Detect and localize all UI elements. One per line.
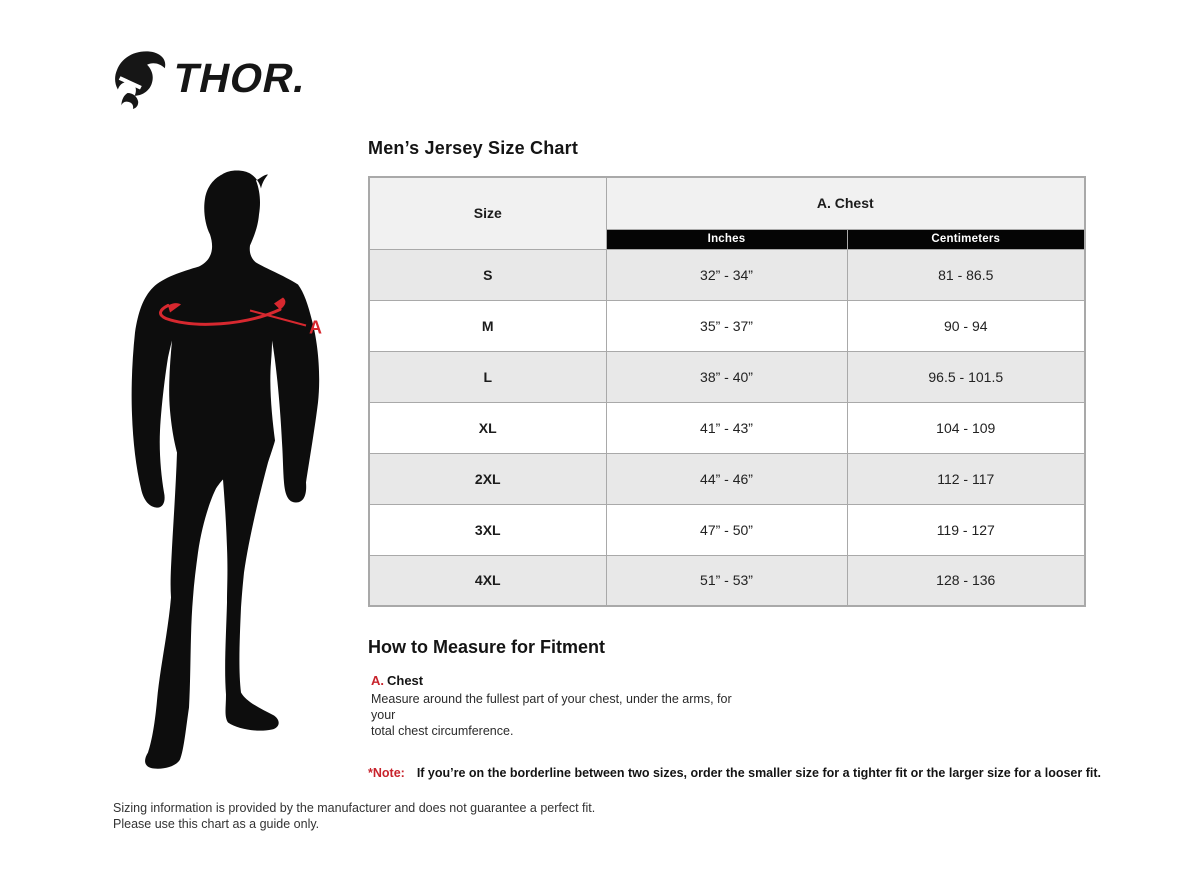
size-cell: M bbox=[368, 299, 607, 352]
cm-cell: 90 - 94 bbox=[846, 299, 1086, 352]
inches-cell: 35” - 37” bbox=[605, 299, 848, 352]
column-header-size: Size bbox=[368, 176, 607, 250]
inches-cell: 38” - 40” bbox=[605, 350, 848, 403]
measure-label-a: A bbox=[309, 318, 322, 338]
cm-cell: 81 - 86.5 bbox=[846, 248, 1086, 301]
table-row: XL 41” - 43” 104 - 109 bbox=[368, 401, 1086, 454]
measure-item-title: A. Chest bbox=[371, 673, 743, 688]
sizing-note: *Note: If you’re on the borderline betwee… bbox=[368, 766, 1101, 780]
table-row: M 35” - 37” 90 - 94 bbox=[368, 299, 1086, 352]
table-row: L 38” - 40” 96.5 - 101.5 bbox=[368, 350, 1086, 403]
column-header-centimeters: Centimeters bbox=[846, 228, 1086, 250]
table-header-row: Size A. Chest bbox=[368, 176, 1086, 250]
cm-cell: 119 - 127 bbox=[846, 503, 1086, 556]
measure-section-heading: How to Measure for Fitment bbox=[368, 637, 606, 657]
column-header-chest-group: A. Chest bbox=[605, 176, 1086, 230]
inches-cell: 41” - 43” bbox=[605, 401, 848, 454]
cm-cell: 112 - 117 bbox=[846, 452, 1086, 505]
brand-logo-text: THOR. bbox=[169, 54, 312, 101]
male-figure-illustration: A bbox=[110, 150, 360, 775]
male-silhouette-svg: A bbox=[131, 170, 322, 769]
chest-measure-tape bbox=[159, 297, 307, 327]
cm-cell: 96.5 - 101.5 bbox=[846, 350, 1086, 403]
measure-item-description: Measure around the fullest part of your … bbox=[371, 692, 732, 738]
size-cell: L bbox=[368, 350, 607, 403]
measure-item-letter: A. bbox=[371, 673, 384, 688]
note-text: If you’re on the borderline between two … bbox=[416, 766, 1101, 780]
inches-cell: 32” - 34” bbox=[605, 248, 848, 301]
inches-cell: 51” - 53” bbox=[605, 554, 848, 607]
note-label: *Note: bbox=[368, 766, 405, 780]
thor-goat-icon bbox=[115, 51, 166, 109]
size-cell: 4XL bbox=[368, 554, 607, 607]
size-cell: 3XL bbox=[368, 503, 607, 556]
table-row: 2XL 44” - 46” 112 - 117 bbox=[368, 452, 1086, 505]
size-cell: XL bbox=[368, 401, 607, 454]
cm-cell: 104 - 109 bbox=[846, 401, 1086, 454]
inches-cell: 44” - 46” bbox=[605, 452, 848, 505]
measure-item-chest: A. Chest Measure around the fullest part … bbox=[371, 673, 743, 739]
table-row: 3XL 47” - 50” 119 - 127 bbox=[368, 503, 1086, 556]
size-cell: S bbox=[368, 248, 607, 301]
size-cell: 2XL bbox=[368, 452, 607, 505]
cm-cell: 128 - 136 bbox=[846, 554, 1086, 607]
size-chart-title: Men’s Jersey Size Chart bbox=[368, 138, 579, 158]
footer-line-1: Sizing information is provided by the ma… bbox=[113, 801, 596, 815]
size-chart-table: Size A. Chest Inches Centimeters S 32” -… bbox=[368, 176, 1087, 607]
measure-item-name: Chest bbox=[387, 673, 424, 688]
footer-disclaimer: Sizing information is provided by the ma… bbox=[113, 800, 595, 832]
table-row: 4XL 51” - 53” 128 - 136 bbox=[368, 554, 1086, 607]
table-subheader-row: Inches Centimeters bbox=[369, 228, 1086, 250]
column-header-inches: Inches bbox=[605, 228, 848, 250]
table-row: S 32” - 34” 81 - 86.5 bbox=[368, 248, 1086, 301]
brand-logo: THOR. bbox=[112, 46, 312, 110]
footer-line-2: Please use this chart as a guide only. bbox=[113, 817, 320, 831]
inches-cell: 47” - 50” bbox=[605, 503, 848, 556]
